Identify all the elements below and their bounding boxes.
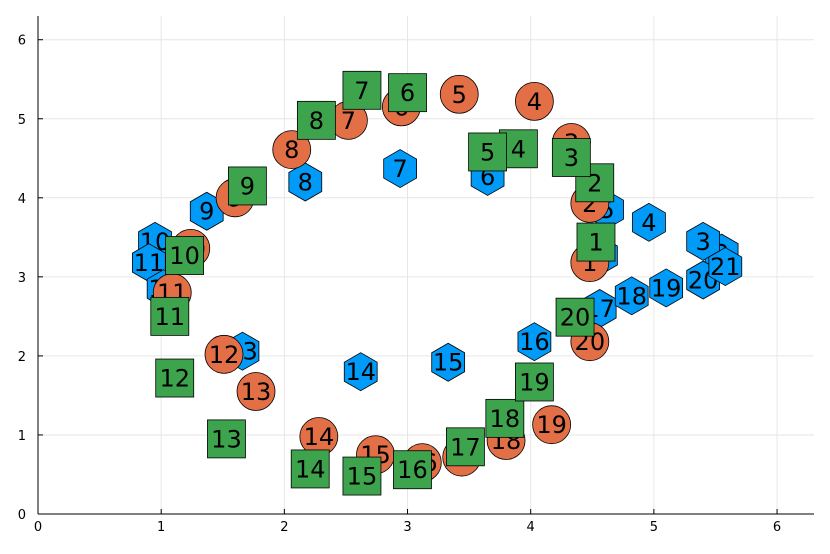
y-tick-label: 6: [18, 34, 26, 49]
hexagon-marker-4: [632, 202, 666, 242]
square-marker-12: [155, 358, 195, 398]
circle-marker-label-8: 8: [284, 136, 299, 164]
circle-marker-label-14: 14: [304, 423, 335, 451]
hexagon-marker-8: [288, 162, 323, 202]
square-marker-18: [485, 398, 525, 438]
circle-marker-label-13: 13: [241, 378, 272, 406]
square-marker-label-6: 6: [400, 79, 415, 107]
hexagon-marker-label-9: 9: [199, 198, 214, 226]
data-marks: 1234567891011121314151617181920211234567…: [131, 70, 743, 496]
square-marker-label-11: 11: [155, 303, 186, 331]
hexagon-marker-21: [708, 247, 743, 287]
x-tick-label: 3: [403, 520, 411, 535]
square-marker-label-7: 7: [354, 77, 369, 105]
y-tick-label: 4: [18, 192, 26, 207]
circle-marker-label-12: 12: [209, 341, 240, 369]
square-marker-label-15: 15: [347, 463, 378, 491]
square-marker-label-2: 2: [587, 169, 602, 197]
square-marker-3: [551, 138, 591, 177]
hexagon-marker-16: [517, 322, 552, 362]
square-marker-label-3: 3: [564, 144, 579, 172]
square-marker-19: [514, 362, 554, 402]
x-tick-label: 6: [773, 520, 781, 535]
hexagon-marker-19: [649, 268, 684, 308]
hexagon-marker-label-15: 15: [433, 349, 464, 377]
axes: [37, 16, 814, 515]
square-marker-label-9: 9: [240, 172, 255, 200]
square-marker-6: [388, 73, 427, 113]
square-marker-label-4: 4: [511, 135, 526, 163]
circle-marker-5: [439, 74, 479, 114]
x-tick-label: 1: [157, 520, 165, 535]
hexagon-marker-label-7: 7: [392, 155, 407, 183]
circle-marker-19: [532, 405, 572, 445]
hexagon-marker-15: [431, 342, 466, 382]
square-marker-label-20: 20: [560, 304, 591, 332]
square-marker-16: [393, 450, 432, 490]
circle-marker-label-5: 5: [452, 81, 467, 109]
x-tick-label: 4: [527, 520, 535, 535]
circle-marker-label-7: 7: [341, 107, 356, 135]
hexagon-marker-label-21: 21: [710, 253, 741, 281]
square-marker-5: [468, 132, 507, 172]
square-marker-label-19: 19: [519, 368, 550, 396]
circle-marker-12: [204, 334, 244, 374]
y-tick-label: 2: [18, 350, 26, 365]
y-tick-label: 3: [18, 271, 26, 286]
square-marker-17: [446, 427, 485, 467]
circle-marker-13: [236, 372, 276, 411]
hexagon-marker-7: [383, 149, 417, 189]
square-marker-label-10: 10: [169, 242, 200, 270]
circle-marker-label-4: 4: [527, 88, 542, 116]
square-marker-label-14: 14: [295, 455, 326, 483]
hexagon-marker-label-19: 19: [651, 274, 682, 302]
square-marker-label-16: 16: [397, 456, 428, 484]
square-marker-label-5: 5: [480, 138, 495, 166]
square-marker-1: [576, 222, 616, 262]
square-marker-label-12: 12: [159, 365, 190, 393]
hexagon-marker-3: [686, 221, 720, 261]
square-marker-10: [165, 236, 204, 275]
x-tick-label: 5: [650, 520, 658, 535]
hexagon-marker-label-14: 14: [345, 358, 376, 386]
circle-marker-4: [514, 81, 554, 121]
hexagon-marker-label-4: 4: [641, 209, 656, 237]
square-marker-8: [296, 100, 336, 140]
square-marker-11: [150, 296, 190, 336]
y-tick-label: 0: [18, 508, 26, 523]
hexagon-marker-14: [343, 352, 378, 392]
hexagon-marker-label-18: 18: [616, 282, 647, 310]
square-marker-label-18: 18: [490, 405, 521, 433]
hexagon-marker-label-8: 8: [298, 169, 313, 197]
circle-marker-label-19: 19: [536, 411, 567, 439]
square-marker-label-17: 17: [450, 433, 481, 461]
square-marker-label-1: 1: [588, 229, 603, 257]
square-marker-label-8: 8: [309, 107, 324, 135]
hexagon-marker-18: [614, 276, 649, 316]
x-tick-label: 0: [34, 520, 42, 535]
square-marker-9: [227, 166, 267, 206]
y-tick-label: 1: [18, 429, 26, 444]
square-marker-14: [290, 449, 330, 489]
hexagon-marker-label-16: 16: [519, 328, 550, 356]
square-marker-15: [342, 456, 382, 496]
square-marker-label-13: 13: [211, 425, 242, 453]
x-tick-label: 2: [280, 520, 288, 535]
square-marker-7: [342, 70, 382, 110]
y-tick-label: 5: [18, 113, 26, 128]
square-marker-20: [555, 297, 595, 337]
square-marker-13: [207, 419, 246, 459]
hexagon-marker-label-3: 3: [696, 228, 711, 256]
circle-marker-8: [272, 130, 312, 169]
